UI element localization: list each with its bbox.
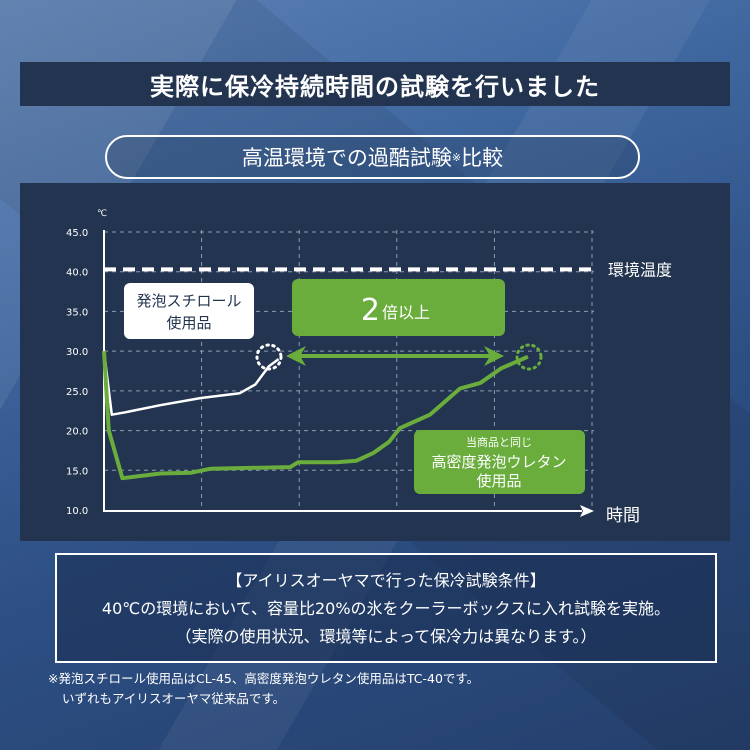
ambient-temperature-label: 環境温度 [608,260,672,279]
styrofoam-label-line1: 発泡スチロール [136,292,241,310]
test-conditions-box: 【アイリスオーヤマで行った保冷試験条件】 40℃の環境において、容量比20%の氷… [55,553,717,663]
footnote-line1: ※発泡スチロール使用品はCL-45、高密度発泡ウレタン使用品はTC-40です。 [48,671,480,686]
page-title: 実際に保冷持続時間の試験を行いました [20,62,730,106]
conditions-heading: 【アイリスオーヤマで行った保冷試験条件】 [226,571,546,590]
comparison-suffix: 倍以上 [382,303,430,322]
urethan-label-line2: 使用品 [476,472,521,490]
subtitle-end: 比較 [461,146,504,170]
styrofoam-label-line2: 使用品 [166,314,211,332]
y-tick-label: 45.0 [66,228,88,239]
styrofoam-end-marker [255,343,283,371]
y-tick-label: 35.0 [66,307,88,318]
footnote: ※発泡スチロール使用品はCL-45、高密度発泡ウレタン使用品はTC-40です。 … [48,669,479,709]
y-tick-label: 15.0 [66,466,88,477]
conditions-detail: 40℃の環境において、容量比20%の氷をクーラーボックスに入れ試験を実施。 [101,599,671,618]
comparison-box [292,279,505,336]
x-axis-label: 時間 [606,506,640,526]
comparison-arrow-right-head [484,346,504,366]
subtitle-mark: ※ [451,150,462,164]
chart-panel [20,183,730,541]
x-axis-arrow [580,505,594,517]
comparison-arrow-left-head [286,346,306,366]
y-tick-label: 10.0 [66,506,88,517]
y-axis-unit: ℃ [97,209,107,219]
conditions-disclaimer: （実際の使用状況、環境等によって保冷力は異なります。） [175,627,597,646]
styrofoam-series-line [102,350,280,416]
y-tick-label: 25.0 [66,387,88,398]
urethan-label-box [414,430,585,494]
y-tick-label: 30.0 [66,347,88,358]
comparison-number: 2 [361,293,380,328]
urethan-label-line0: 当商品と同じ [466,435,532,449]
subtitle-pill: 高温環境での過酷試験 ※ 比較 [105,135,640,179]
urethan-label-line1: 高密度発泡ウレタン [431,453,566,471]
y-tick-label: 20.0 [66,427,88,438]
urethan-end-marker [515,343,543,371]
y-tick-label: 40.0 [66,268,88,279]
footnote-line2: いずれもアイリスオーヤマ従来品です。 [62,691,286,706]
styrofoam-label-box [124,283,254,339]
urethan-series-line [102,350,529,481]
subtitle-text: 高温環境での過酷試験 [241,146,452,170]
